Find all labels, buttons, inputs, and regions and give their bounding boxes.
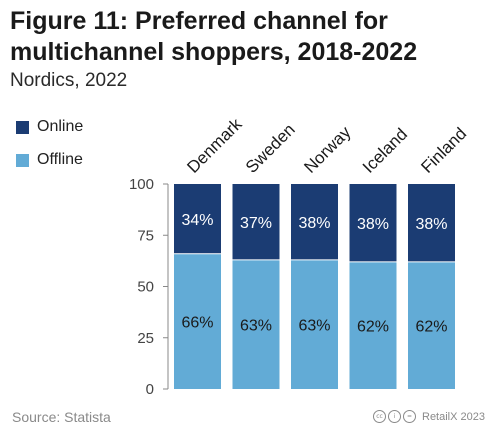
y-tick-label: 100 [129,176,154,193]
cc-license-icon: cc [373,410,386,423]
source-note: Source: Statista [12,409,111,425]
legend-label-offline: Offline [37,151,83,168]
bar-offline [174,253,221,389]
data-label-online: 38% [298,215,330,232]
category-label: Sweden [242,120,299,177]
data-label-online: 37% [240,215,272,232]
legend-swatch-offline [16,153,29,167]
data-label-offline: 63% [240,317,272,334]
y-tick-label: 0 [146,381,154,398]
y-tick-label: 25 [137,330,154,347]
bar-offline [232,259,280,389]
bar-online [291,184,338,260]
bar-offline [349,261,397,389]
chart-subtitle: Nordics, 2022 [10,70,128,91]
no-derivatives-icon: = [403,410,416,423]
data-label-offline: 62% [415,318,447,335]
data-label-offline: 66% [181,314,213,331]
data-label-online: 38% [415,216,447,233]
data-label-offline: 63% [298,317,330,334]
legend-item-offline: Offline [16,149,83,171]
credit-text: RetailX 2023 [422,410,485,423]
category-label: Iceland [359,125,411,177]
legend: Online Offline [16,116,83,182]
bar-online [174,184,221,254]
bar-online [232,184,280,260]
category-label: Norway [300,122,355,177]
y-tick-label: 50 [137,279,154,296]
data-label-online: 38% [357,216,389,233]
category-label: Finland [417,124,470,177]
data-label-online: 34% [181,212,213,229]
chart-title: Figure 11: Preferred channel for multich… [10,7,418,66]
attribution-icon: i [388,410,401,423]
credit: cc i = RetailX 2023 [373,410,485,423]
bar-offline [291,259,338,389]
legend-label-online: Online [37,118,84,135]
data-label-offline: 62% [357,318,389,335]
bar-offline [408,261,455,389]
category-label: Denmark [183,114,246,177]
legend-swatch-online [16,120,29,134]
legend-item-online: Online [16,116,83,138]
y-tick-label: 75 [137,227,154,244]
bar-online [349,184,397,262]
bar-online [408,184,455,262]
